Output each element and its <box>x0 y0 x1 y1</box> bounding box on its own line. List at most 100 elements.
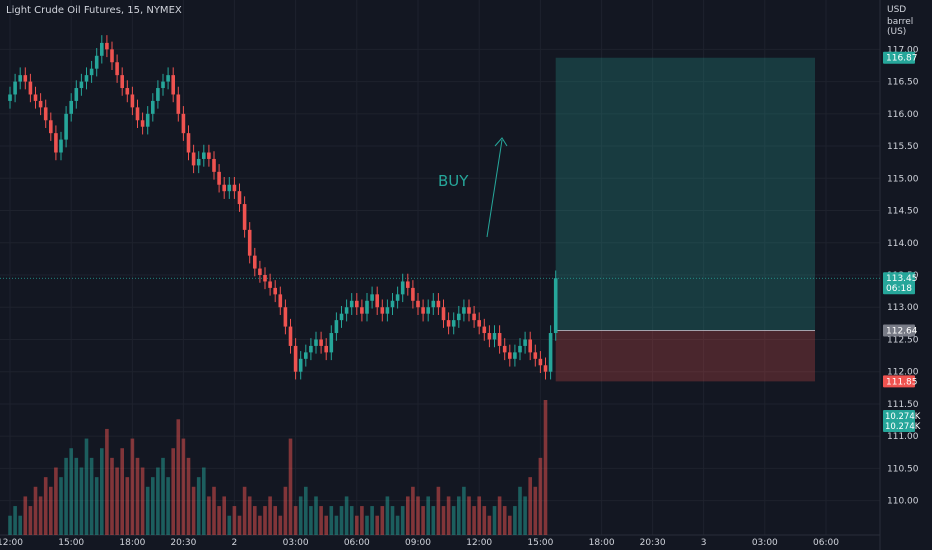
volume-bar <box>191 486 196 535</box>
volume-bar <box>451 506 456 535</box>
volume-bar <box>477 496 481 535</box>
candle-body <box>23 75 28 82</box>
volume-bar <box>207 496 211 535</box>
candle-body <box>237 191 242 205</box>
candle-body <box>258 268 262 275</box>
currency-label: USD <box>887 5 907 15</box>
candle-body <box>385 307 390 314</box>
candle-body <box>161 81 165 89</box>
candle-body <box>360 307 364 314</box>
volume-bar <box>105 428 109 535</box>
volume-bar <box>283 486 288 535</box>
volume-bar <box>406 496 410 535</box>
candle-body <box>548 333 553 372</box>
volume-bar <box>237 515 242 535</box>
volume-bar <box>314 496 318 535</box>
volume-bar <box>140 467 145 535</box>
entry-price-label-bg <box>883 324 915 337</box>
buy-label: BUY <box>438 172 469 190</box>
candle-body <box>196 158 201 166</box>
candle-body <box>253 255 257 269</box>
time-tick-label: 15:00 <box>58 538 84 548</box>
candle-body <box>416 300 420 308</box>
candle-body <box>314 339 318 346</box>
volume-bar <box>446 496 451 535</box>
candle-body <box>370 294 374 301</box>
candle-body <box>329 333 334 353</box>
candle-body <box>74 88 79 101</box>
candle-body <box>115 62 119 76</box>
price-tick-label: 110.50 <box>887 464 919 474</box>
candle-body <box>538 358 543 366</box>
candle-body <box>18 75 22 82</box>
volume-bar <box>482 506 487 535</box>
volume-label: 10.274K <box>885 422 921 432</box>
volume-bar <box>217 506 221 535</box>
volume-label: 10.274K <box>885 412 921 422</box>
candle-body <box>181 113 186 134</box>
volume-bar <box>508 515 512 535</box>
candle-body <box>156 88 160 101</box>
time-tick-label: 12:00 <box>466 538 492 548</box>
candle-body <box>283 307 288 327</box>
volume-bar <box>334 515 339 535</box>
volume-bar <box>441 506 446 535</box>
candle-body <box>191 152 196 166</box>
volume-bar <box>370 506 374 535</box>
volume-bar <box>518 486 522 535</box>
volume-label-bg <box>883 410 915 432</box>
candle-body <box>451 320 456 327</box>
time-tick-label: 20:30 <box>640 538 666 548</box>
volume-bar <box>462 486 466 535</box>
volume-bar <box>186 457 191 535</box>
last-price-label-bg <box>883 272 915 295</box>
volume-bar <box>74 457 79 535</box>
position-zones <box>0 57 880 382</box>
candle-body <box>227 184 232 192</box>
time-tick-label: 15:00 <box>527 538 553 548</box>
candle-body <box>502 345 507 353</box>
volume-bar <box>18 515 22 535</box>
candle-body <box>202 152 206 159</box>
volume-bar <box>472 506 476 535</box>
volume-bar <box>130 438 135 535</box>
time-tick-label: 3 <box>701 538 707 548</box>
volume-bar <box>273 506 277 535</box>
candle-body <box>212 158 216 172</box>
volume-bar <box>502 506 507 535</box>
volume-bar <box>293 506 298 535</box>
candle-body <box>232 184 237 192</box>
volume-bar <box>533 486 538 535</box>
volume-bar <box>360 506 364 535</box>
volume-bar <box>304 486 308 535</box>
candle-body <box>166 75 170 82</box>
candle-body <box>242 204 247 230</box>
volume-bar <box>28 506 33 535</box>
volume-bar <box>400 506 405 535</box>
time-axis: 12:00 15:00 18:00 20:30 2 03:00 06:00 09:00 12:0… <box>0 538 839 548</box>
candle-body <box>64 113 68 140</box>
candle-body <box>518 345 522 353</box>
volume-bar <box>59 477 63 535</box>
buy-annotation: BUY <box>438 137 508 238</box>
candle-body <box>304 352 308 359</box>
volume-bar <box>492 506 497 535</box>
candle-body <box>105 42 109 50</box>
volume-bar <box>156 467 160 535</box>
volume-bar <box>538 457 543 535</box>
candle-body <box>436 300 441 308</box>
candles <box>8 35 558 380</box>
time-tick-label: 20:30 <box>170 538 196 548</box>
volume-bar <box>380 506 385 535</box>
entry-price-label: 112.64 <box>886 326 918 336</box>
volume-bar <box>513 506 517 535</box>
time-tick-label: 09:00 <box>405 538 431 548</box>
candle-body <box>400 281 405 295</box>
candle-body <box>186 133 191 153</box>
volume-bar <box>8 515 12 535</box>
volume-bar <box>278 515 283 535</box>
candle-body <box>13 81 17 95</box>
price-tick-label: 112.00 <box>887 368 919 378</box>
volume-bar <box>43 477 48 535</box>
